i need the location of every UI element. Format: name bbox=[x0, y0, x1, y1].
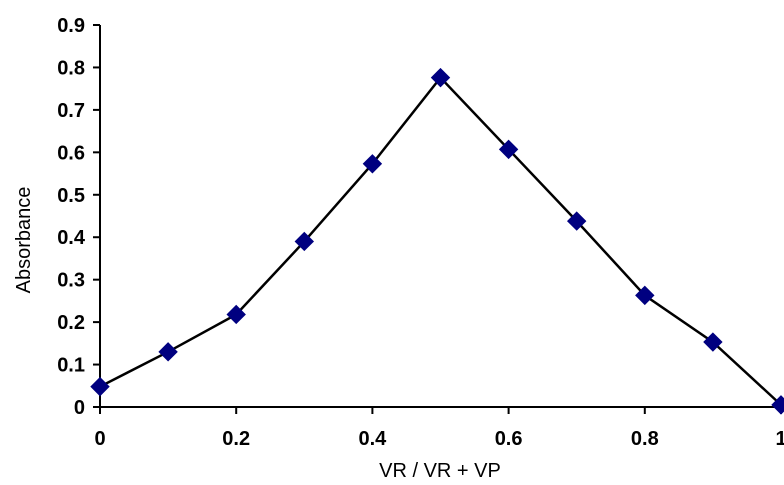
x-tick-label: 1 bbox=[775, 428, 784, 450]
x-tick-label: 0.6 bbox=[495, 428, 523, 450]
x-axis-title: VR / VR + VP bbox=[379, 460, 501, 482]
x-tick-label: 0.8 bbox=[631, 428, 659, 450]
y-tick-label: 0.7 bbox=[57, 100, 85, 122]
y-tick-label: 0.5 bbox=[57, 185, 85, 207]
series-line bbox=[99, 75, 782, 406]
y-axis-title: Absorbance bbox=[13, 187, 35, 294]
data-point bbox=[635, 285, 655, 306]
data-point bbox=[566, 211, 587, 231]
y-tick-label: 0.4 bbox=[57, 227, 86, 249]
x-tick-label: 0.2 bbox=[222, 428, 250, 450]
axes bbox=[99, 25, 781, 408]
x-tick-label: 0 bbox=[94, 428, 105, 450]
y-tick-label: 0.6 bbox=[57, 142, 85, 164]
data-series bbox=[90, 67, 784, 415]
data-point bbox=[498, 139, 519, 160]
y-tick-label: 0.1 bbox=[57, 355, 85, 377]
y-tick-label: 0.3 bbox=[57, 270, 85, 292]
y-tick-label: 0.8 bbox=[57, 57, 85, 79]
data-point bbox=[158, 342, 178, 362]
data-point bbox=[703, 332, 723, 352]
data-point bbox=[771, 395, 784, 415]
data-point bbox=[294, 231, 315, 252]
data-point bbox=[226, 304, 246, 325]
data-point bbox=[430, 67, 451, 88]
x-axis-ticks: 0 0.2 0.4 0.6 0.8 1 bbox=[94, 407, 784, 450]
y-tick-label: 0 bbox=[74, 397, 85, 419]
y-axis-ticks: 0 0.1 0.2 0.3 0.4 0.5 0.6 0.7 0.8 0.9 bbox=[57, 15, 100, 419]
y-tick-label: 0.9 bbox=[57, 15, 85, 37]
y-tick-label: 0.2 bbox=[57, 312, 85, 334]
x-tick-label: 0.4 bbox=[358, 428, 387, 450]
data-point bbox=[90, 376, 110, 397]
data-point bbox=[362, 154, 383, 174]
